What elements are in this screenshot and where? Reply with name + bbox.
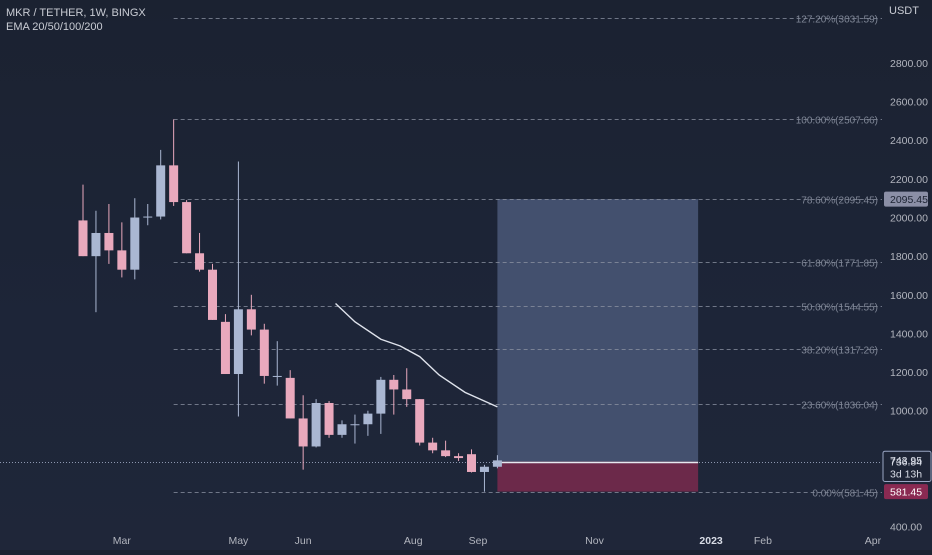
candle-body[interactable] [402, 389, 412, 400]
last-price-box [882, 450, 932, 483]
symbol-title[interactable]: MKR / TETHER, 1W, BINGX [6, 7, 146, 19]
candle-body[interactable] [376, 379, 386, 414]
candle-body[interactable] [389, 379, 399, 390]
candle-body[interactable] [143, 216, 153, 218]
candle-body[interactable] [479, 466, 489, 472]
x-tick-label: Mar [113, 535, 132, 547]
y-tick-label: 1000.00 [890, 406, 928, 418]
candle-body[interactable] [492, 460, 502, 467]
price-tag-label: 581.45 [890, 487, 922, 499]
y-tick-label: 2000.00 [890, 213, 928, 225]
price-tag-stop [884, 484, 928, 500]
indicator-label[interactable]: EMA 20/50/100/200 [6, 21, 103, 33]
y-tick-label: 2400.00 [890, 135, 928, 147]
x-tick-label: Feb [754, 535, 772, 547]
candle-body[interactable] [285, 377, 295, 419]
candle-body[interactable] [208, 269, 217, 320]
target-zone[interactable] [497, 199, 699, 462]
candle-body[interactable] [91, 232, 101, 257]
candle-body[interactable] [117, 250, 127, 270]
candle-body[interactable] [182, 202, 192, 254]
x-tick-label: Nov [585, 535, 604, 547]
candle-body[interactable] [428, 442, 438, 451]
fib-level-label: 50.00%(1544.55) [801, 303, 878, 314]
fib-level-label: 23.60%(1036.04) [801, 401, 878, 412]
price-tag-label: 743.95 [890, 455, 922, 467]
x-tick-label: Jun [295, 535, 312, 547]
candle-body[interactable] [467, 454, 476, 472]
candle-body[interactable] [311, 402, 321, 447]
candle-body[interactable] [130, 217, 140, 270]
x-tick-label: Aug [404, 535, 423, 547]
stop-zone[interactable] [497, 461, 699, 492]
x-tick-label: May [228, 535, 249, 547]
candle-body[interactable] [195, 253, 205, 270]
fib-level-label: 100.00%(2507.66) [796, 116, 878, 127]
candle-body[interactable] [298, 418, 308, 447]
candle-body[interactable] [350, 424, 360, 426]
y-tick-label: 2600.00 [890, 97, 928, 109]
candle-body[interactable] [259, 329, 269, 376]
ema-line[interactable] [335, 302, 498, 408]
chart-legend: MKR / TETHER, 1W, BINGX EMA 20/50/100/20… [6, 6, 146, 34]
candle-body[interactable] [246, 309, 256, 330]
candle-body[interactable] [233, 309, 243, 375]
candle-body[interactable] [363, 413, 373, 425]
y-tick-label: 1200.00 [890, 367, 928, 379]
currency-label: USDT [889, 5, 919, 17]
y-tick-label: 2800.00 [890, 58, 928, 70]
candle-body[interactable] [441, 450, 451, 457]
y-tick-label: 1800.00 [890, 251, 928, 263]
y-tick-label: 1600.00 [890, 290, 928, 302]
y-tick-label: 400.00 [890, 522, 922, 534]
candle-body[interactable] [324, 402, 334, 435]
candle-body[interactable] [454, 456, 464, 459]
fib-level-label: 127.20%(3031.59) [796, 15, 878, 26]
candle-body[interactable] [220, 321, 230, 375]
y-tick-label: 1400.00 [890, 328, 928, 340]
fib-level-label: 38.20%(1317.26) [801, 346, 878, 357]
x-tick-label: Sep [469, 535, 488, 547]
x-tick-label: Apr [865, 535, 882, 547]
candle-body[interactable] [337, 424, 347, 435]
candle-body[interactable] [169, 165, 179, 203]
fib-level-label: 0.00%(581.45) [812, 489, 878, 500]
candle-body[interactable] [415, 399, 425, 443]
price-tag-label: 3d 13h [890, 469, 922, 481]
x-tick-label: 2023 [699, 535, 723, 547]
candle-body[interactable] [104, 232, 114, 251]
fib-level-label: 61.80%(1771.85) [801, 259, 878, 270]
fib-level-label: 78.60%(2095.45) [801, 196, 878, 207]
candle-body[interactable] [272, 375, 282, 377]
price-tag-target [884, 191, 928, 207]
candle-body[interactable] [78, 220, 88, 257]
y-tick-label: 2200.00 [890, 174, 928, 186]
price-tag-label: 2095.45 [890, 194, 928, 206]
price-tag-label: 736.84 [890, 457, 922, 469]
candle-body[interactable] [156, 165, 166, 217]
